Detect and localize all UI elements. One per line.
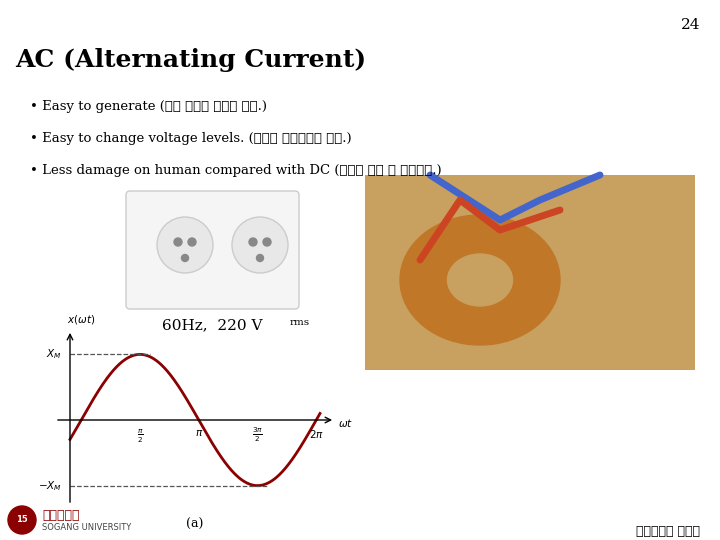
Circle shape: [174, 238, 182, 246]
Text: 60Hz,  220 V: 60Hz, 220 V: [162, 318, 262, 332]
Circle shape: [157, 217, 213, 273]
Text: 전자공학과 이행선: 전자공학과 이행선: [636, 525, 700, 538]
Circle shape: [181, 254, 189, 261]
Text: $\frac{\pi}{2}$: $\frac{\pi}{2}$: [137, 428, 143, 445]
Text: $\frac{3\pi}{2}$: $\frac{3\pi}{2}$: [252, 426, 263, 444]
Text: $X_M$: $X_M$: [46, 348, 62, 361]
Text: $\pi$: $\pi$: [194, 428, 203, 438]
Text: $2\pi$: $2\pi$: [309, 428, 324, 440]
Text: • Less damage on human compared with DC (직류에 비해 덜 위험하다.): • Less damage on human compared with DC …: [30, 164, 441, 177]
Text: 15: 15: [16, 516, 28, 524]
Circle shape: [256, 254, 264, 261]
Text: 서강대학교: 서강대학교: [42, 509, 79, 522]
Ellipse shape: [400, 215, 560, 345]
FancyBboxPatch shape: [126, 191, 299, 309]
Circle shape: [8, 506, 36, 534]
Text: $\omega t$: $\omega t$: [338, 417, 353, 429]
Circle shape: [249, 238, 257, 246]
Circle shape: [232, 217, 288, 273]
Text: $-X_M$: $-X_M$: [38, 478, 62, 492]
Text: • Easy to generate (교류 전압은 만들기 쉽다.): • Easy to generate (교류 전압은 만들기 쉽다.): [30, 100, 267, 113]
Text: • Easy to change voltage levels. (전압을 변화하기도 쉽다.): • Easy to change voltage levels. (전압을 변화…: [30, 132, 351, 145]
Text: $x(\omega t)$: $x(\omega t)$: [67, 313, 95, 326]
Text: rms: rms: [290, 318, 310, 327]
Text: SOGANG UNIVERSITY: SOGANG UNIVERSITY: [42, 523, 131, 532]
Ellipse shape: [448, 254, 513, 306]
Circle shape: [188, 238, 196, 246]
Text: 24: 24: [680, 18, 700, 32]
Text: AC (Alternating Current): AC (Alternating Current): [15, 48, 366, 72]
Circle shape: [263, 238, 271, 246]
Bar: [365, 175, 695, 370]
Text: (a): (a): [186, 518, 204, 531]
